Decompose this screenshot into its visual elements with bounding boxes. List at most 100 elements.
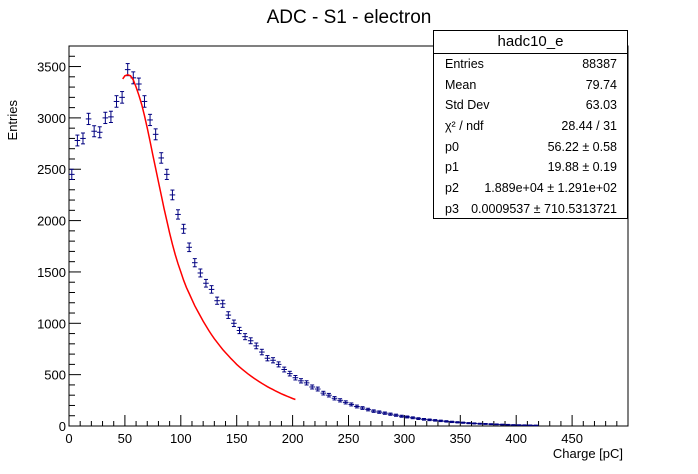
data-point xyxy=(460,421,466,424)
data-point xyxy=(208,285,215,294)
data-point xyxy=(287,370,293,377)
y-axis-label: Entries xyxy=(5,100,20,141)
stats-box: hadc10_e Entries 88387 Mean 79.74 Std Dev 63.… xyxy=(433,30,628,219)
data-point xyxy=(113,95,120,108)
stats-value: 19.88 ± 0.19 xyxy=(547,160,617,175)
data-point xyxy=(158,152,165,164)
data-point xyxy=(119,91,125,104)
x-tick-label: 350 xyxy=(449,431,471,446)
y-tick-label: 3000 xyxy=(37,111,66,126)
y-tick-label: 1500 xyxy=(37,265,66,280)
x-tick-label: 100 xyxy=(170,431,192,446)
stats-value: 88387 xyxy=(582,57,617,71)
data-point xyxy=(314,386,321,392)
data-point xyxy=(426,418,433,422)
data-point xyxy=(96,126,103,139)
data-point xyxy=(298,378,304,384)
y-tick-label: 1000 xyxy=(37,316,66,331)
fit-curve xyxy=(122,74,296,401)
data-point xyxy=(85,112,92,126)
y-tick-label: 3500 xyxy=(37,60,66,75)
data-point xyxy=(348,402,355,407)
stats-value: 1.889e+04 ± 1.291e+02 xyxy=(484,181,617,196)
stats-label: p0 xyxy=(445,139,459,154)
data-point xyxy=(387,412,394,416)
data-point xyxy=(259,348,265,356)
data-point xyxy=(169,189,176,201)
data-point xyxy=(477,422,483,425)
y-tick-label: 500 xyxy=(44,368,66,383)
y-tick-label: 2500 xyxy=(37,162,66,177)
data-point xyxy=(326,392,332,398)
data-point xyxy=(102,111,109,125)
data-point xyxy=(493,423,500,426)
x-axis: 0 50 100 150 200 250 300 350 400 450 xyxy=(65,415,629,446)
data-point xyxy=(521,424,528,426)
data-point xyxy=(242,333,248,341)
data-point xyxy=(393,413,399,417)
data-point xyxy=(510,424,517,426)
stats-row: p3 0.0009537 ± 710.5313721 xyxy=(434,199,627,220)
stats-value: 63.03 xyxy=(585,98,617,113)
x-tick-label: 300 xyxy=(394,431,416,446)
data-point xyxy=(124,63,131,77)
x-axis-label: Charge [pC] xyxy=(553,446,623,461)
data-point xyxy=(247,337,254,345)
data-point xyxy=(437,419,444,423)
data-point xyxy=(505,423,511,426)
stats-label: p1 xyxy=(445,160,459,175)
data-point xyxy=(264,355,271,362)
data-point xyxy=(382,411,388,415)
stats-row: Entries 88387 xyxy=(434,54,627,75)
stats-row: p1 19.88 ± 0.19 xyxy=(434,157,627,178)
data-point xyxy=(152,128,159,141)
data-point xyxy=(108,110,114,123)
y-tick-label: 0 xyxy=(59,419,66,434)
stats-row: Mean 79.74 xyxy=(434,75,627,96)
data-point xyxy=(219,299,226,308)
stats-title: hadc10_e xyxy=(434,31,627,54)
stats-label: p3 xyxy=(445,201,459,216)
data-point xyxy=(471,422,478,425)
chart-title: ADC - S1 - electron xyxy=(267,7,432,28)
x-tick-label: 450 xyxy=(561,431,583,446)
stats-row: Std Dev 63.03 xyxy=(434,95,627,116)
stats-row: χ² / ndf 28.44 / 31 xyxy=(434,116,627,137)
stats-label: χ² / ndf xyxy=(445,119,484,134)
y-tick-label: 2000 xyxy=(37,214,66,229)
data-point xyxy=(465,422,472,425)
data-point xyxy=(191,258,198,268)
data-point xyxy=(421,417,427,421)
data-point xyxy=(398,414,405,418)
data-point xyxy=(488,423,494,426)
data-point xyxy=(175,209,181,220)
data-point xyxy=(354,404,360,409)
data-point xyxy=(409,416,416,420)
data-point xyxy=(80,132,86,145)
data-point xyxy=(370,409,377,413)
data-point xyxy=(186,242,192,253)
data-point xyxy=(281,366,288,373)
stats-value: 56.22 ± 0.58 xyxy=(547,139,617,154)
data-point xyxy=(164,168,170,180)
data-point xyxy=(180,223,187,234)
data-point xyxy=(309,384,315,390)
data-point xyxy=(454,421,461,424)
data-point xyxy=(91,125,97,138)
stats-label: Mean xyxy=(445,77,477,92)
data-point xyxy=(516,424,522,426)
data-point xyxy=(376,410,383,414)
data-point xyxy=(253,342,260,350)
data-point xyxy=(342,400,349,405)
data-point xyxy=(292,375,299,381)
data-point xyxy=(359,406,366,410)
data-point xyxy=(320,390,327,396)
data-point xyxy=(236,326,243,335)
x-tick-label: 0 xyxy=(65,431,72,446)
stats-row: p0 56.22 ± 0.58 xyxy=(434,137,627,158)
x-tick-label: 50 xyxy=(118,431,132,446)
stats-label: Std Dev xyxy=(445,98,490,113)
data-point xyxy=(203,278,209,288)
data-point xyxy=(404,415,410,419)
data-point xyxy=(415,417,422,420)
